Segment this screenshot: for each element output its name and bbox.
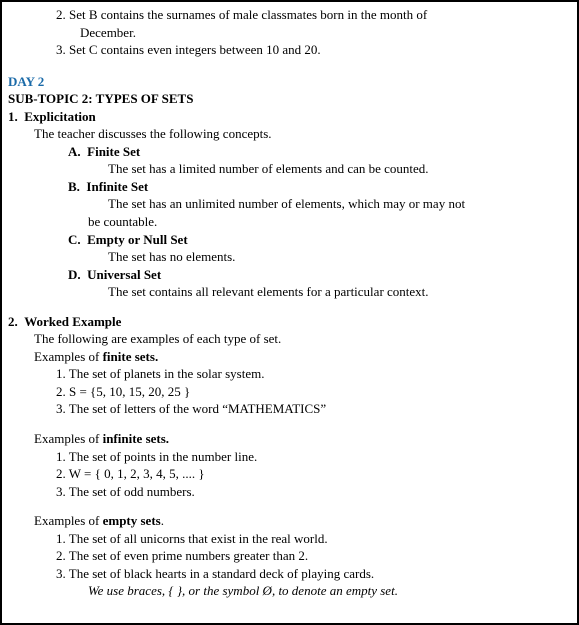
document-page: 2. Set B contains the surnames of male c… (0, 0, 579, 625)
infinite-examples-bold: infinite sets. (103, 431, 169, 446)
infinite-example-1: 1. The set of points in the number line. (8, 448, 573, 466)
empty-examples-suffix: . (161, 513, 164, 528)
finite-example-1: 1. The set of planets in the solar syste… (8, 365, 573, 383)
empty-examples-prefix: Examples of (34, 513, 103, 528)
day-2-heading: DAY 2 (8, 73, 573, 91)
empty-example-1: 1. The set of all unicorns that exist in… (8, 530, 573, 548)
empty-set-heading: C. Empty or Null Set (8, 231, 573, 249)
universal-set-heading: D. Universal Set (8, 266, 573, 284)
infinite-examples-heading: Examples of infinite sets. (8, 430, 573, 448)
empty-set-text: The set has no elements. (8, 248, 573, 266)
universal-set-text: The set contains all relevant elements f… (8, 283, 573, 301)
finite-examples-heading: Examples of finite sets. (8, 348, 573, 366)
empty-example-2: 2. The set of even prime numbers greater… (8, 547, 573, 565)
empty-examples-heading: Examples of empty sets. (8, 512, 573, 530)
finite-example-2: 2. S = {5, 10, 15, 20, 25 } (8, 383, 573, 401)
subtopic-2-heading: SUB-TOPIC 2: TYPES OF SETS (8, 90, 573, 108)
finite-examples-prefix: Examples of (34, 349, 103, 364)
finite-examples-bold: finite sets. (103, 349, 159, 364)
infinite-example-2: 2. W = { 0, 1, 2, 3, 4, 5, .... } (8, 465, 573, 483)
finite-set-heading: A. Finite Set (8, 143, 573, 161)
section-1-heading: 1. Explicitation (8, 108, 573, 126)
infinite-set-text-1: The set has an unlimited number of eleme… (8, 195, 573, 213)
prior-list-item-2b: December. (8, 24, 573, 42)
section-1-intro: The teacher discusses the following conc… (8, 125, 573, 143)
section-2-intro: The following are examples of each type … (8, 330, 573, 348)
empty-example-3: 3. The set of black hearts in a standard… (8, 565, 573, 583)
finite-example-3: 3. The set of letters of the word “MATHE… (8, 400, 573, 418)
prior-list-item-2a: 2. Set B contains the surnames of male c… (8, 6, 573, 24)
finite-set-text: The set has a limited number of elements… (8, 160, 573, 178)
section-2-heading: 2. Worked Example (8, 313, 573, 331)
infinite-example-3: 3. The set of odd numbers. (8, 483, 573, 501)
empty-examples-bold: empty sets (103, 513, 161, 528)
infinite-set-text-2: be countable. (8, 213, 573, 231)
empty-set-note: We use braces, { }, or the symbol Ø, to … (8, 582, 573, 600)
infinite-set-heading: B. Infinite Set (8, 178, 573, 196)
prior-list-item-3: 3. Set C contains even integers between … (8, 41, 573, 59)
infinite-examples-prefix: Examples of (34, 431, 103, 446)
